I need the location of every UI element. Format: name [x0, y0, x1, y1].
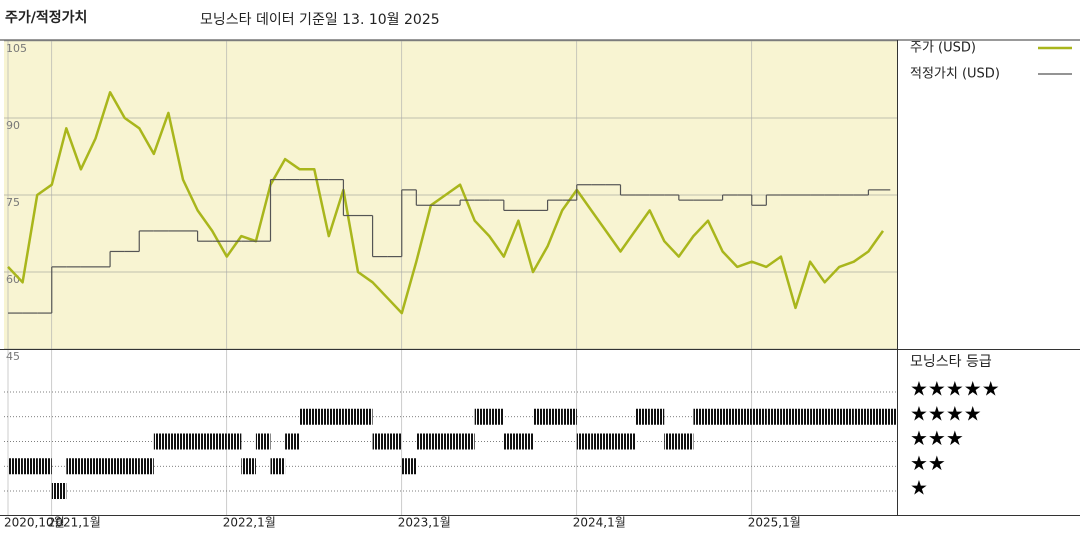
rating-bar [285, 433, 300, 450]
y-tick-label: 75 [6, 196, 20, 209]
rating-bar [343, 408, 358, 425]
rating-bar [460, 433, 475, 450]
rating-bar [576, 433, 592, 450]
rating-bar [110, 458, 125, 475]
x-tick-label: 2022,1월 [223, 516, 276, 530]
chart-subtitle: 모닝스타 데이터 기준일 13. 10월 2025 [200, 12, 440, 28]
rating-bar [620, 433, 636, 450]
rating-bar [168, 433, 183, 450]
rating-bar [562, 408, 577, 425]
rating-bar [183, 433, 198, 450]
rating-title: 모닝스타 등급 [910, 354, 992, 370]
rating-bar [810, 408, 825, 425]
rating-bar [197, 433, 213, 450]
rating-bar [328, 408, 344, 425]
rating-bar [139, 458, 154, 475]
rating-bar [66, 458, 81, 475]
rating-bar [226, 433, 242, 450]
rating-bar [314, 408, 329, 425]
rating-bar [518, 433, 533, 450]
rating-bar [445, 433, 461, 450]
rating-bar [868, 408, 883, 425]
rating-label: ★★★★★ [910, 377, 1000, 401]
rating-bar [153, 433, 169, 450]
rating-bar [664, 433, 679, 450]
rating-bar [766, 408, 781, 425]
rating-bar [489, 408, 504, 425]
rating-bar [649, 408, 665, 425]
rating-bar [255, 433, 271, 450]
rating-bar [795, 408, 811, 425]
rating-bar [591, 433, 606, 450]
rating-bar [824, 408, 840, 425]
x-tick-label: 2023,1월 [398, 516, 451, 530]
rating-bar [124, 458, 140, 475]
rating-bar [8, 458, 23, 475]
rating-bar [241, 458, 256, 475]
rating-bar [678, 433, 694, 450]
rating-bar [737, 408, 752, 425]
rating-bar [533, 408, 548, 425]
rating-bar [853, 408, 869, 425]
y-tick-label: 90 [6, 119, 20, 132]
rating-bar [299, 408, 315, 425]
rating-bar [883, 408, 898, 425]
rating-bar [547, 408, 563, 425]
rating-bar [751, 408, 767, 425]
rating-label: ★ [910, 476, 928, 500]
rating-bar [839, 408, 854, 425]
rating-bar [37, 458, 52, 475]
rating-bar [387, 433, 402, 450]
x-tick-label: 2025,1월 [748, 516, 801, 530]
x-tick-label: 2024,1월 [573, 516, 626, 530]
price-line [7, 91, 885, 315]
rating-bar [372, 433, 388, 450]
legend-label: 적정가치 (USD) [910, 67, 1000, 82]
rating-bar [80, 458, 96, 475]
x-tick-label: 2020,10월 [4, 516, 65, 530]
rating-bar [605, 433, 621, 450]
rating-bar [430, 433, 446, 450]
rating-bar [693, 408, 708, 425]
rating-bar [635, 408, 650, 425]
frame [0, 39, 1080, 516]
y-tick-label: 45 [6, 350, 20, 363]
rating-label: ★★ [910, 451, 946, 475]
rating-bar [51, 483, 67, 499]
rating-bar [780, 408, 796, 425]
rating-bar [358, 408, 373, 425]
y-tick-label: 105 [6, 42, 27, 55]
rating-bar [474, 408, 490, 425]
rating-bar [708, 408, 723, 425]
rating-bar [503, 433, 519, 450]
rating-bar [270, 458, 286, 475]
rating-bar [212, 433, 227, 450]
rating-bar [22, 458, 38, 475]
rating-label: ★★★ [910, 426, 964, 450]
chart-title: 주가/적정가치 [5, 9, 87, 26]
rating-label: ★★★★ [910, 401, 982, 425]
rating-bar [401, 458, 417, 475]
rating-bar [95, 458, 111, 475]
legend-label: 주가 (USD) [910, 41, 976, 56]
rating-bar [722, 408, 738, 425]
x-tick-label: 2021,1월 [48, 516, 101, 530]
rating-bar [416, 433, 431, 450]
